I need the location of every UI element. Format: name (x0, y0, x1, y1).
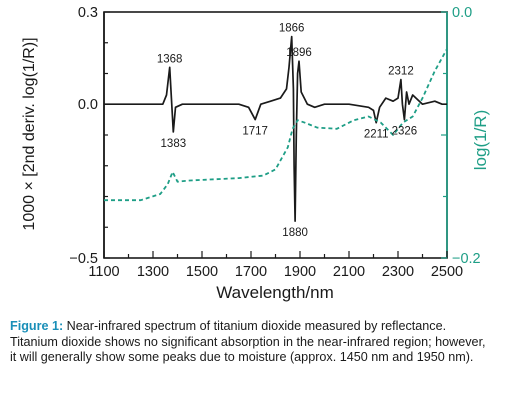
y-tick-labels-left: 0.3 0.0 −0.5 (69, 5, 98, 267)
x-tick-label: 1100 (88, 264, 119, 280)
caption-text: Near-infrared spectrum of titanium dioxi… (10, 319, 486, 364)
peak-label: 1896 (286, 47, 312, 59)
peak-label: 1866 (279, 23, 305, 35)
x-axis-label: Wavelength/nm (216, 283, 333, 302)
x-tick-labels: 1100 1300 1500 1700 1900 2100 2300 2500 (88, 264, 463, 280)
peak-label: 1880 (282, 227, 308, 239)
y-tick-labels-right: 0.0 −0.2 (452, 5, 481, 267)
spectrum-chart: 1368 1383 1717 1866 1896 1880 2211 2312 2326 110… (21, 5, 490, 302)
x-tick-label: 2100 (333, 264, 365, 280)
y-axis-label-right: log(1/R) (471, 110, 490, 170)
x-tick-label: 2300 (382, 264, 414, 280)
peak-label: 1368 (157, 53, 183, 65)
y-tick-label-right: 0.0 (452, 5, 472, 21)
annotation-layer: 1368 1383 1717 1866 1896 1880 2211 2312 2326 (157, 23, 417, 240)
x-tick-label: 1900 (284, 264, 316, 280)
peak-label: 1717 (242, 126, 268, 138)
y-tick-marks (104, 11, 447, 259)
second-derivative-series (104, 35, 447, 222)
x-tick-label: 1500 (186, 264, 218, 280)
y-tick-label-left: 0.0 (78, 97, 98, 113)
x-tick-marks (103, 251, 448, 258)
y-tick-label-right: −0.2 (452, 251, 481, 267)
series-layer (104, 35, 448, 222)
caption-label: Figure 1: (10, 319, 64, 333)
y-tick-label-left: 0.3 (78, 5, 98, 21)
peak-label: 2326 (392, 126, 418, 138)
peak-label: 2312 (388, 66, 414, 78)
figure-caption: Figure 1: Near-infrared spectrum of tita… (10, 319, 495, 366)
log-reflectance-series (104, 48, 448, 202)
peak-label: 1383 (161, 138, 187, 150)
x-tick-label: 1700 (235, 264, 267, 280)
y-tick-label-left: −0.5 (69, 251, 98, 267)
peak-label: 2211 (364, 129, 389, 141)
x-tick-label: 1300 (137, 264, 169, 280)
x-tick-label: 2500 (431, 264, 463, 280)
y-axis-label-left: 1000 × [2nd deriv. log(1/R)] (21, 37, 38, 230)
